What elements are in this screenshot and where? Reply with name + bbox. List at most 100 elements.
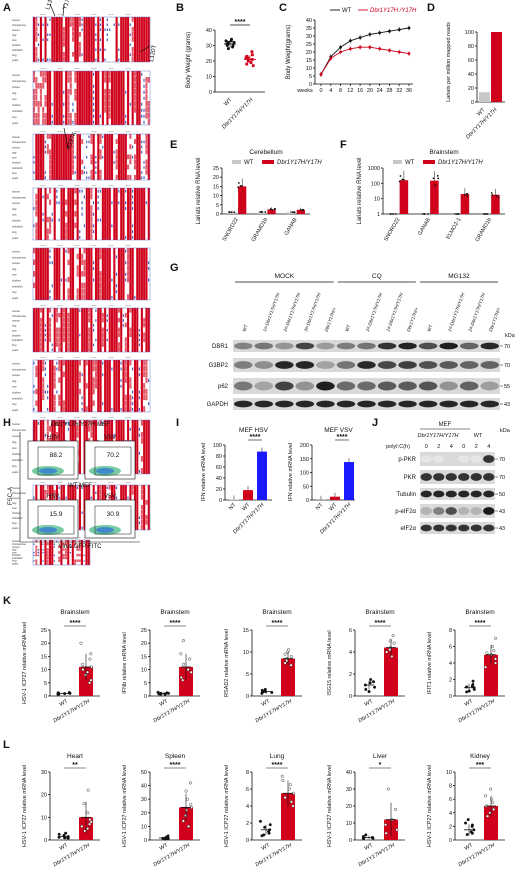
residue-letter	[111, 295, 113, 299]
data-point	[299, 209, 302, 211]
conserved-column	[117, 360, 120, 412]
residue-letter	[42, 212, 44, 216]
residue-letter	[47, 390, 49, 394]
species-name: mouse	[12, 146, 20, 149]
similar-residue	[64, 553, 67, 557]
residue-letter	[92, 278, 95, 282]
blot-band	[418, 361, 438, 369]
conserved-column	[127, 17, 130, 62]
residue-letter	[138, 427, 141, 431]
similar-residue	[99, 282, 102, 289]
similar-residue	[39, 317, 42, 323]
residue-letter	[125, 189, 127, 193]
similar-residue	[140, 515, 143, 520]
species-name: chimpanzee	[12, 491, 27, 495]
species-name: cow	[12, 214, 17, 217]
similar-residue	[67, 342, 70, 347]
similar-residue	[53, 383, 56, 389]
conservation-mark: • • •	[58, 356, 63, 360]
y-tick-label: 25	[213, 166, 219, 172]
residue-letter	[49, 249, 51, 253]
species-name: chicken	[12, 219, 21, 223]
residue-letter	[51, 261, 53, 265]
similar-residue	[39, 327, 42, 333]
blot-band	[433, 490, 445, 498]
block-frame	[32, 187, 151, 241]
similar-residue	[124, 394, 127, 401]
bar	[238, 186, 247, 214]
similar-residue	[39, 71, 42, 77]
y-tick-label: 35	[306, 26, 312, 32]
conserved-column	[97, 360, 100, 412]
data-point	[289, 654, 293, 658]
y-axis-label: Body Weight(grams)	[286, 25, 292, 80]
data-point	[291, 804, 295, 808]
y-tick-label: 4	[449, 811, 452, 817]
similar-residue	[55, 420, 59, 426]
conserved-column	[104, 188, 107, 240]
similar-residue	[88, 347, 91, 352]
blot-row-label: PKR	[404, 475, 417, 481]
residue-letter	[138, 343, 141, 347]
similar-residue	[92, 377, 95, 383]
x-tick-label: WT	[159, 842, 170, 852]
conserved-column	[101, 248, 104, 300]
similar-residue	[108, 113, 111, 119]
similar-residue	[53, 377, 56, 383]
blot-band	[418, 400, 438, 408]
residue-letter	[37, 551, 40, 554]
residue-letter	[111, 224, 113, 228]
residue-letter	[125, 114, 127, 118]
conserved-column	[108, 134, 111, 180]
similar-residue	[143, 406, 146, 412]
species-name: cow	[12, 507, 17, 510]
data-point	[358, 45, 362, 49]
data-point	[226, 40, 230, 44]
data-point	[224, 39, 228, 43]
residue-letter	[56, 195, 58, 199]
bar	[243, 490, 253, 500]
residue-letter	[42, 38, 44, 41]
residue-letter	[47, 407, 49, 411]
marker-label: 70	[499, 457, 505, 463]
data-point	[182, 662, 186, 666]
conservation-mark: • • •	[58, 416, 63, 420]
similar-residue	[143, 322, 146, 328]
conserved-column	[62, 188, 65, 240]
x-tick-label: 28	[386, 88, 392, 94]
similar-residue	[39, 347, 42, 352]
x-tick-label: WT	[464, 842, 475, 852]
conservation-mark: • • •	[75, 67, 80, 71]
similar-residue	[115, 159, 118, 165]
blot-band	[483, 473, 495, 481]
residue-letter	[106, 486, 108, 489]
lane-label: 1#-Dbr1Y17H/Y17H	[447, 292, 466, 333]
residue-letter	[113, 23, 115, 26]
species-name: zebrafish	[12, 224, 23, 228]
conserved-column	[53, 248, 56, 300]
residue-letter	[143, 108, 145, 112]
similar-residue	[67, 107, 70, 113]
y-tick-label: 6	[246, 787, 249, 793]
similar-residue	[65, 222, 68, 229]
residue-letter	[44, 150, 46, 154]
similar-residue	[49, 149, 52, 155]
conserved-column	[108, 188, 111, 240]
y-tick-label: 10	[41, 815, 47, 821]
conserved-column	[48, 540, 52, 565]
data-point	[463, 193, 466, 196]
similar-residue	[129, 383, 132, 389]
residue-letter	[122, 319, 124, 322]
similar-residue	[117, 327, 120, 333]
similar-residue	[37, 101, 40, 107]
conserved-column	[108, 360, 111, 412]
mutation-label: L120T	[149, 44, 158, 62]
conserved-column	[143, 17, 146, 62]
data-point	[64, 831, 68, 835]
conserved-column	[51, 540, 54, 565]
series-line	[320, 27, 410, 75]
y-tick-label: 20	[213, 175, 219, 181]
